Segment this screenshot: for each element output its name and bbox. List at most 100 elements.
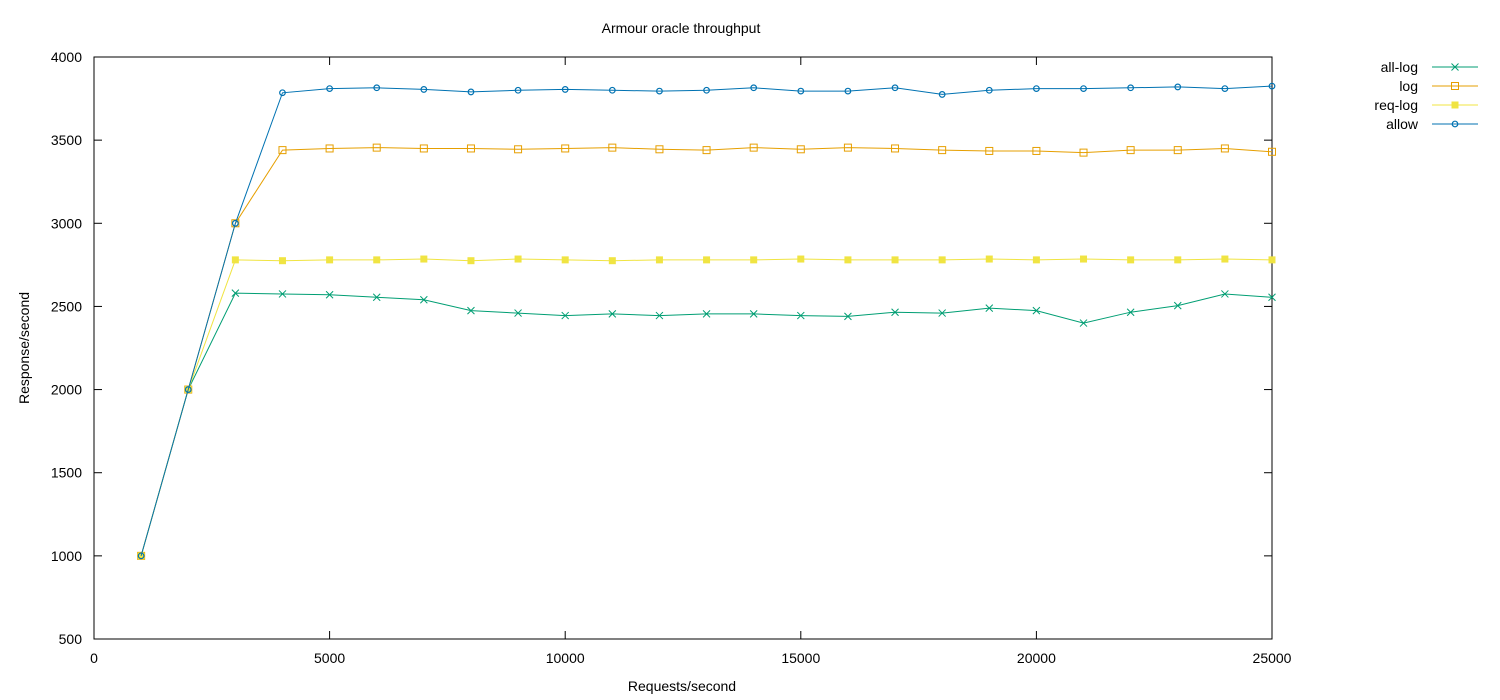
series-line-all-log bbox=[140, 292, 1273, 557]
data-point bbox=[467, 306, 475, 315]
data-point bbox=[1032, 146, 1041, 155]
legend-label: allow bbox=[1386, 116, 1419, 132]
data-point bbox=[1268, 147, 1276, 156]
data-point bbox=[796, 311, 805, 320]
data-point bbox=[656, 87, 663, 95]
x-axis-label: Requests/second bbox=[628, 678, 736, 694]
data-point bbox=[655, 256, 663, 264]
data-point bbox=[1127, 256, 1135, 264]
data-point bbox=[608, 143, 617, 152]
y-tick-label: 2500 bbox=[51, 298, 82, 314]
x-tick-label: 10000 bbox=[546, 650, 585, 666]
data-point bbox=[1080, 85, 1087, 92]
y-tick-label: 500 bbox=[59, 631, 83, 647]
data-point bbox=[843, 143, 852, 152]
data-point bbox=[985, 86, 993, 94]
data-point bbox=[561, 86, 569, 93]
data-point bbox=[702, 310, 711, 318]
data-point bbox=[420, 255, 428, 263]
data-point bbox=[938, 91, 946, 98]
data-point bbox=[231, 219, 240, 228]
data-point bbox=[1032, 256, 1040, 264]
data-point bbox=[1221, 290, 1229, 298]
y-tick-label: 1500 bbox=[51, 465, 82, 481]
x-tick-label: 15000 bbox=[781, 650, 820, 666]
data-point bbox=[1268, 256, 1276, 264]
data-point bbox=[891, 144, 900, 153]
series-all-log bbox=[137, 289, 1276, 560]
series-layer bbox=[137, 82, 1276, 560]
series-line-log bbox=[140, 147, 1273, 557]
legend-label: log bbox=[1399, 78, 1418, 94]
data-point bbox=[985, 146, 994, 155]
data-point bbox=[891, 256, 899, 264]
data-point bbox=[1080, 255, 1088, 263]
data-point bbox=[608, 86, 616, 94]
data-point bbox=[561, 256, 569, 264]
data-point bbox=[1032, 306, 1041, 315]
data-point bbox=[608, 310, 617, 318]
y-tick-label: 4000 bbox=[51, 49, 82, 65]
data-point bbox=[231, 256, 239, 264]
plot-frame bbox=[93, 56, 1273, 640]
series-allow bbox=[137, 82, 1276, 560]
legend-item-req-log: req-log bbox=[1374, 97, 1478, 113]
y-tick-label: 1000 bbox=[51, 548, 82, 564]
data-point bbox=[1268, 293, 1276, 302]
legend-item-all-log: all-log bbox=[1381, 59, 1478, 75]
data-point bbox=[514, 255, 522, 263]
data-point bbox=[231, 289, 240, 297]
y-axis-label: Response/second bbox=[16, 292, 32, 404]
data-point bbox=[325, 144, 334, 153]
data-point bbox=[278, 257, 286, 265]
data-point bbox=[326, 256, 334, 264]
y-tick-label: 2000 bbox=[51, 382, 82, 398]
data-point bbox=[1126, 146, 1135, 155]
data-point bbox=[1173, 146, 1182, 155]
legend-marker bbox=[1451, 101, 1459, 109]
data-point bbox=[1127, 84, 1135, 92]
series-line-req-log bbox=[140, 258, 1273, 557]
data-point bbox=[608, 257, 616, 265]
data-point bbox=[514, 145, 523, 154]
legend-marker bbox=[1451, 120, 1459, 128]
data-point bbox=[749, 143, 758, 152]
data-point bbox=[1268, 82, 1276, 90]
data-point bbox=[797, 87, 805, 95]
y-tick-label: 3000 bbox=[51, 215, 82, 231]
data-point bbox=[419, 144, 428, 153]
data-point bbox=[467, 88, 475, 96]
data-point bbox=[231, 219, 239, 227]
data-point bbox=[985, 304, 994, 312]
data-point bbox=[844, 256, 852, 264]
data-point bbox=[1174, 83, 1182, 91]
x-tick-label: 0 bbox=[90, 650, 98, 666]
chart-title: Armour oracle throughput bbox=[602, 20, 761, 36]
data-point bbox=[373, 84, 381, 92]
data-point bbox=[1079, 148, 1088, 157]
data-point bbox=[279, 89, 286, 97]
data-point bbox=[1032, 85, 1040, 92]
data-point bbox=[938, 146, 947, 155]
legend-item-log: log bbox=[1399, 78, 1478, 94]
data-point bbox=[796, 145, 805, 154]
data-point bbox=[137, 552, 145, 560]
data-point bbox=[278, 146, 287, 155]
data-point bbox=[702, 146, 711, 155]
data-point bbox=[372, 143, 381, 152]
data-point bbox=[844, 312, 852, 321]
y-tick-label: 3500 bbox=[51, 132, 82, 148]
series-req-log bbox=[137, 255, 1276, 560]
data-point bbox=[938, 309, 947, 317]
legend: all-log log req-log allow bbox=[1374, 59, 1478, 132]
data-point bbox=[655, 145, 664, 154]
data-point bbox=[514, 86, 522, 94]
series-log bbox=[137, 143, 1276, 560]
series-line-allow bbox=[140, 85, 1273, 557]
data-point bbox=[1221, 255, 1229, 263]
data-point bbox=[1173, 301, 1182, 310]
data-point bbox=[749, 310, 758, 318]
data-point bbox=[372, 293, 381, 302]
data-point bbox=[797, 255, 805, 263]
